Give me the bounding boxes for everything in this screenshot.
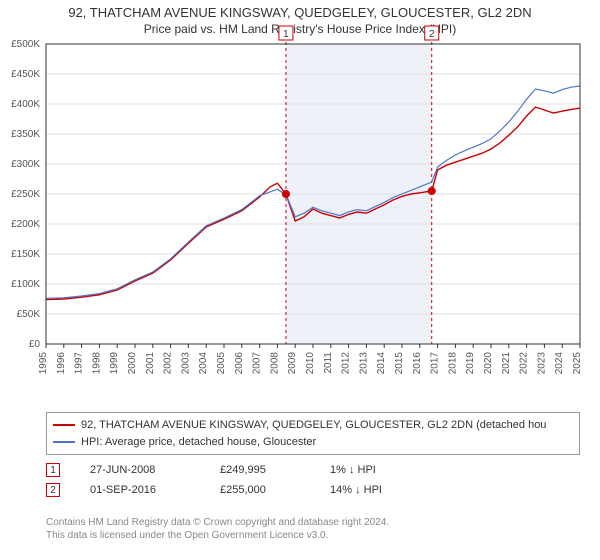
svg-text:£250K: £250K (11, 189, 40, 200)
svg-text:2011: 2011 (323, 352, 334, 374)
legend-swatch (53, 424, 75, 426)
svg-text:1: 1 (283, 29, 289, 40)
svg-text:2007: 2007 (252, 352, 263, 375)
transaction-price: £255,000 (220, 484, 300, 496)
svg-text:2018: 2018 (447, 352, 458, 375)
svg-text:2020: 2020 (483, 352, 494, 375)
legend-swatch (53, 441, 75, 443)
svg-text:2005: 2005 (216, 352, 227, 375)
svg-text:2003: 2003 (180, 352, 191, 375)
svg-text:1997: 1997 (74, 352, 85, 375)
transaction-delta: 14% ↓ HPI (330, 484, 420, 496)
svg-text:2004: 2004 (198, 352, 209, 375)
legend-label: HPI: Average price, detached house, Glou… (81, 434, 316, 451)
svg-text:2012: 2012 (341, 352, 352, 375)
svg-text:£300K: £300K (11, 159, 40, 170)
svg-text:2014: 2014 (376, 352, 387, 375)
transaction-table: 1 27-JUN-2008 £249,995 1% ↓ HPI 2 01-SEP-2016… (46, 460, 420, 500)
transaction-date: 01-SEP-2016 (90, 484, 190, 496)
svg-text:£100K: £100K (11, 279, 40, 290)
svg-text:2001: 2001 (145, 352, 156, 375)
svg-text:£350K: £350K (11, 129, 40, 140)
svg-text:2022: 2022 (519, 352, 530, 375)
svg-text:£50K: £50K (17, 309, 41, 320)
legend-row: HPI: Average price, detached house, Glou… (53, 434, 573, 451)
svg-text:2021: 2021 (501, 352, 512, 375)
svg-text:£200K: £200K (11, 219, 40, 230)
transaction-marker: 2 (46, 483, 60, 497)
svg-text:2006: 2006 (234, 352, 245, 375)
legend-row: 92, THATCHAM AVENUE KINGSWAY, QUEDGELEY,… (53, 417, 573, 434)
svg-text:£500K: £500K (11, 39, 40, 50)
transaction-delta: 1% ↓ HPI (330, 464, 420, 476)
svg-text:£400K: £400K (11, 99, 40, 110)
svg-text:2017: 2017 (430, 352, 441, 375)
svg-text:2000: 2000 (127, 352, 138, 375)
legend: 92, THATCHAM AVENUE KINGSWAY, QUEDGELEY,… (46, 412, 580, 455)
svg-text:2002: 2002 (163, 352, 174, 375)
transaction-marker: 1 (46, 463, 60, 477)
transaction-row: 2 01-SEP-2016 £255,000 14% ↓ HPI (46, 480, 420, 500)
transaction-price: £249,995 (220, 464, 300, 476)
svg-text:£0: £0 (29, 339, 41, 350)
svg-text:2015: 2015 (394, 352, 405, 375)
footnote-line: Contains HM Land Registry data © Crown c… (46, 516, 389, 529)
svg-text:2019: 2019 (465, 352, 476, 375)
svg-text:2013: 2013 (358, 352, 369, 375)
svg-text:2009: 2009 (287, 352, 298, 375)
svg-text:2016: 2016 (412, 352, 423, 375)
svg-text:2023: 2023 (536, 352, 547, 375)
svg-text:1998: 1998 (91, 352, 102, 375)
svg-text:1996: 1996 (56, 352, 67, 375)
svg-text:2025: 2025 (572, 352, 583, 375)
svg-text:2024: 2024 (554, 352, 565, 375)
transaction-row: 1 27-JUN-2008 £249,995 1% ↓ HPI (46, 460, 420, 480)
footnote-line: This data is licensed under the Open Gov… (46, 529, 389, 542)
legend-label: 92, THATCHAM AVENUE KINGSWAY, QUEDGELEY,… (81, 417, 546, 434)
svg-text:1995: 1995 (38, 352, 49, 375)
svg-text:2008: 2008 (269, 352, 280, 375)
svg-text:£150K: £150K (11, 249, 40, 260)
svg-text:£450K: £450K (11, 69, 40, 80)
price-chart: £0 £50K £100K £150K £200K £250K £300K £350K £400… (0, 0, 586, 388)
svg-text:2: 2 (429, 29, 435, 40)
transaction-date: 27-JUN-2008 (90, 464, 190, 476)
svg-text:1999: 1999 (109, 352, 120, 375)
svg-text:2010: 2010 (305, 352, 316, 375)
footnote: Contains HM Land Registry data © Crown c… (46, 516, 389, 542)
